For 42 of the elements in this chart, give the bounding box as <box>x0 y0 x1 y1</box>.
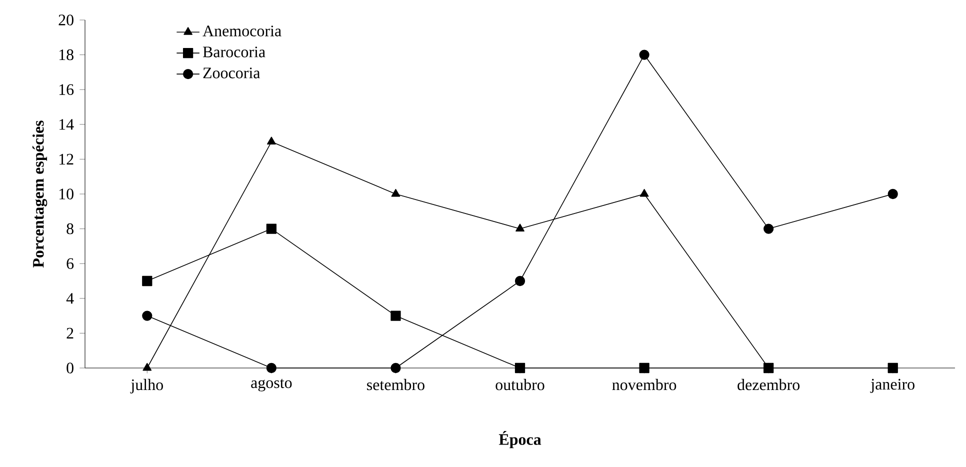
y-tick-label: 8 <box>66 223 74 234</box>
point <box>142 310 152 321</box>
y-tick-label: 4 <box>66 293 74 304</box>
point <box>390 362 401 374</box>
y-tick-label: 20 <box>58 14 74 26</box>
point <box>764 362 774 374</box>
y-tick-label: 14 <box>59 119 74 130</box>
x-tick-label: julho <box>130 378 163 394</box>
point <box>764 224 774 234</box>
point <box>390 310 401 321</box>
point <box>391 188 400 197</box>
point <box>514 276 526 286</box>
y-tick-label: 0 <box>66 362 74 374</box>
point <box>516 224 524 232</box>
legend-label: Anemocoria <box>202 26 282 36</box>
point <box>266 136 276 145</box>
point <box>639 50 650 60</box>
x-tick-label: outubro <box>496 378 544 390</box>
y-tick-label: 18 <box>59 49 74 60</box>
point <box>266 362 276 374</box>
x-tick-label: novembro <box>612 378 676 390</box>
point <box>888 362 898 374</box>
legend-label: Barocoria <box>202 46 266 58</box>
y-axis-title: Porcentagem espécies <box>32 120 48 268</box>
y-tick-label: 12 <box>59 154 74 164</box>
point <box>640 188 649 197</box>
y-tick-label: 2 <box>66 328 74 338</box>
point <box>266 224 276 234</box>
point <box>888 188 898 200</box>
point <box>142 276 152 286</box>
legend-label: Zoocoria <box>203 68 260 78</box>
point <box>142 362 152 371</box>
x-axis-title: Época <box>498 431 542 448</box>
point <box>514 362 526 374</box>
y-tick-label: 16 <box>59 84 74 95</box>
y-tick-label: 10 <box>59 188 74 200</box>
x-tick-label: dezembro <box>738 378 800 390</box>
x-tick-label: agosto <box>251 378 292 392</box>
y-tick-label: 6 <box>66 258 74 269</box>
x-tick-label: setembro <box>367 378 424 390</box>
point <box>639 362 650 374</box>
x-tick-label: janeiro <box>870 378 914 393</box>
